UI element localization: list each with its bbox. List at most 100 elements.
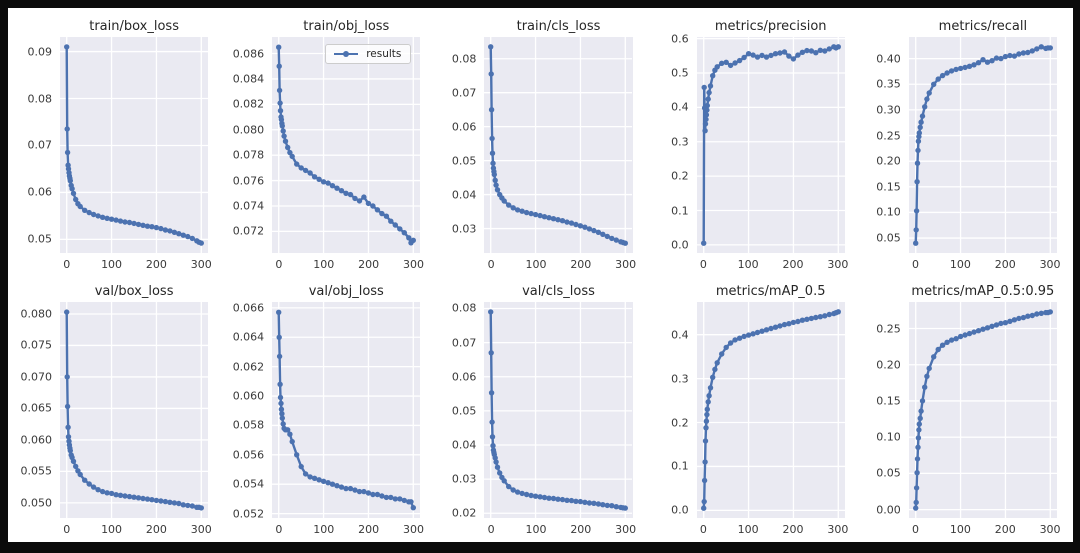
x-axis: 0 100 200 300 (272, 518, 424, 540)
y-axis: 0.0 0.1 0.2 0.3 0.4 (645, 302, 697, 518)
y-axis: 0.02 0.03 0.04 0.05 0.06 0.07 0.08 (432, 302, 484, 520)
y-tick-label: 0.2 (671, 416, 689, 430)
plot-canvas (60, 37, 208, 253)
y-tick-label: 0.078 (232, 148, 265, 162)
plot-title: train/cls_loss (516, 19, 601, 34)
plot-area (908, 37, 1057, 253)
x-tick-label: 200 (782, 523, 804, 536)
x-axis: 0 100 200 300 (60, 518, 212, 540)
y-tick-label: 0.25 (876, 322, 901, 335)
x-tick-label: 100 (313, 523, 335, 536)
y-tick-label: 0.00 (876, 503, 901, 517)
results-line-series (702, 310, 840, 510)
subplot-metrics-map-0.5: metrics/mAP_0.5 0.0 0.1 0.2 0.3 0.4 0 100 200 300 (645, 275, 857, 540)
plot-title: metrics/recall (938, 19, 1028, 34)
legend: results (325, 44, 412, 64)
x-axis: 0 100 200 300 (697, 253, 849, 275)
y-tick-label: 0.05 (451, 154, 477, 168)
plot-area (696, 37, 845, 253)
y-tick-label: 0.4 (671, 328, 689, 342)
y-tick-label: 0.05 (27, 232, 53, 246)
y-tick-label: 0.0 (671, 238, 689, 252)
y-tick-label: 0.5 (671, 66, 689, 80)
y-tick-label: 0.060 (20, 433, 53, 447)
x-tick-label: 300 (190, 523, 212, 536)
subplot-train-box-loss: train/box_loss 0.05 0.06 0.07 0.08 0.09 0 100 20… (8, 10, 220, 275)
plot-area: results (272, 37, 421, 253)
subplot-metrics-recall: metrics/recall 0.05 0.10 0.15 0.20 0.25 0.30 0.… (857, 10, 1069, 275)
plot-canvas (484, 37, 633, 253)
x-tick-label: 0 (275, 523, 283, 536)
x-tick-label: 100 (737, 258, 759, 271)
x-tick-label: 0 (487, 258, 495, 271)
plot-canvas (696, 302, 845, 518)
x-tick-label: 100 (525, 258, 547, 271)
plot-area (60, 37, 209, 253)
y-tick-label: 0.075 (20, 338, 53, 352)
plot-title: val/obj_loss (308, 284, 384, 299)
subplot-val-obj-loss: val/obj_loss 0.052 0.054 0.056 0.058 0.060 0.0… (220, 275, 432, 540)
plot-title: metrics/precision (714, 19, 827, 34)
y-tick-label: 0.056 (232, 448, 265, 462)
x-tick-label: 100 (737, 523, 759, 536)
plot-title: metrics/mAP_0.5:0.95 (911, 284, 1055, 299)
y-tick-label: 0.06 (451, 120, 477, 134)
x-tick-label: 0 (699, 523, 707, 536)
legend-line-marker-icon (334, 51, 359, 57)
plot-canvas (272, 302, 421, 518)
x-tick-label: 300 (1039, 258, 1061, 271)
plot-title: train/obj_loss (303, 19, 390, 34)
plot-area (484, 37, 633, 253)
x-tick-label: 100 (949, 523, 971, 536)
y-tick-label: 0.04 (451, 188, 477, 202)
x-tick-label: 300 (615, 523, 637, 536)
x-tick-label: 300 (402, 258, 424, 271)
x-tick-label: 300 (827, 523, 849, 536)
x-tick-label: 100 (101, 258, 123, 271)
y-tick-label: 0.060 (232, 389, 265, 403)
y-tick-label: 0.0 (671, 503, 689, 517)
y-tick-label: 0.03 (451, 222, 477, 236)
y-tick-label: 0.076 (232, 174, 265, 188)
x-tick-label: 0 (63, 258, 71, 271)
y-axis: 0.03 0.04 0.05 0.06 0.07 0.08 (432, 37, 484, 253)
y-tick-label: 0.40 (876, 52, 901, 66)
y-axis: 0.072 0.074 0.076 0.078 0.080 0.082 0.084 0.086 (220, 37, 272, 253)
x-axis: 0 100 200 300 (484, 518, 637, 540)
x-tick-label: 0 (912, 258, 920, 271)
y-axis: 0.0 0.1 0.2 0.3 0.4 0.5 0.6 (645, 32, 697, 253)
y-tick-label: 0.05 (876, 231, 901, 245)
y-tick-label: 0.4 (671, 100, 689, 114)
results-line-series (702, 45, 840, 245)
y-axis: 0.050 0.055 0.060 0.065 0.070 0.075 0.080 (8, 302, 60, 518)
y-tick-label: 0.050 (20, 496, 53, 510)
results-line-series (277, 311, 415, 509)
plot-title: val/cls_loss (522, 284, 595, 299)
y-tick-label: 0.3 (671, 135, 689, 149)
y-axis: 0.05 0.10 0.15 0.20 0.25 0.30 0.35 0.40 (857, 37, 909, 253)
plots-grid: train/box_loss 0.05 0.06 0.07 0.08 0.09 0 100 20… (8, 8, 1073, 542)
x-tick-label: 200 (358, 258, 380, 271)
y-tick-label: 0.072 (232, 224, 265, 238)
y-tick-label: 0.1 (671, 459, 689, 473)
y-tick-label: 0.1 (671, 204, 689, 217)
y-tick-label: 0.058 (232, 418, 265, 432)
subplot-val-box-loss: val/box_loss 0.050 0.055 0.060 0.065 0.070 0.0… (8, 275, 220, 540)
x-tick-label: 100 (949, 258, 971, 271)
plot-area (696, 302, 845, 518)
x-axis: 0 100 200 300 (909, 253, 1061, 275)
legend-label: results (366, 48, 402, 60)
y-tick-label: 0.07 (451, 336, 477, 350)
y-axis: 0.052 0.054 0.056 0.058 0.060 0.062 0.064 0.066 (220, 301, 272, 520)
results-line-series (914, 310, 1052, 510)
y-tick-label: 0.04 (451, 438, 477, 452)
y-tick-label: 0.10 (876, 205, 901, 219)
x-tick-label: 300 (402, 523, 424, 536)
y-tick-label: 0.09 (27, 45, 53, 59)
x-tick-label: 100 (101, 523, 123, 536)
y-tick-label: 0.08 (451, 52, 477, 66)
subplot-metrics-precision: metrics/precision 0.0 0.1 0.2 0.3 0.4 0.5 0.6 0 1… (645, 10, 857, 275)
subplot-val-cls-loss: val/cls_loss 0.02 0.03 0.04 0.05 0.06 0.07 0.08… (432, 275, 644, 540)
subplot-train-cls-loss: train/cls_loss 0.03 0.04 0.05 0.06 0.07 0.08 0 1… (432, 10, 644, 275)
plot-area (272, 302, 421, 518)
